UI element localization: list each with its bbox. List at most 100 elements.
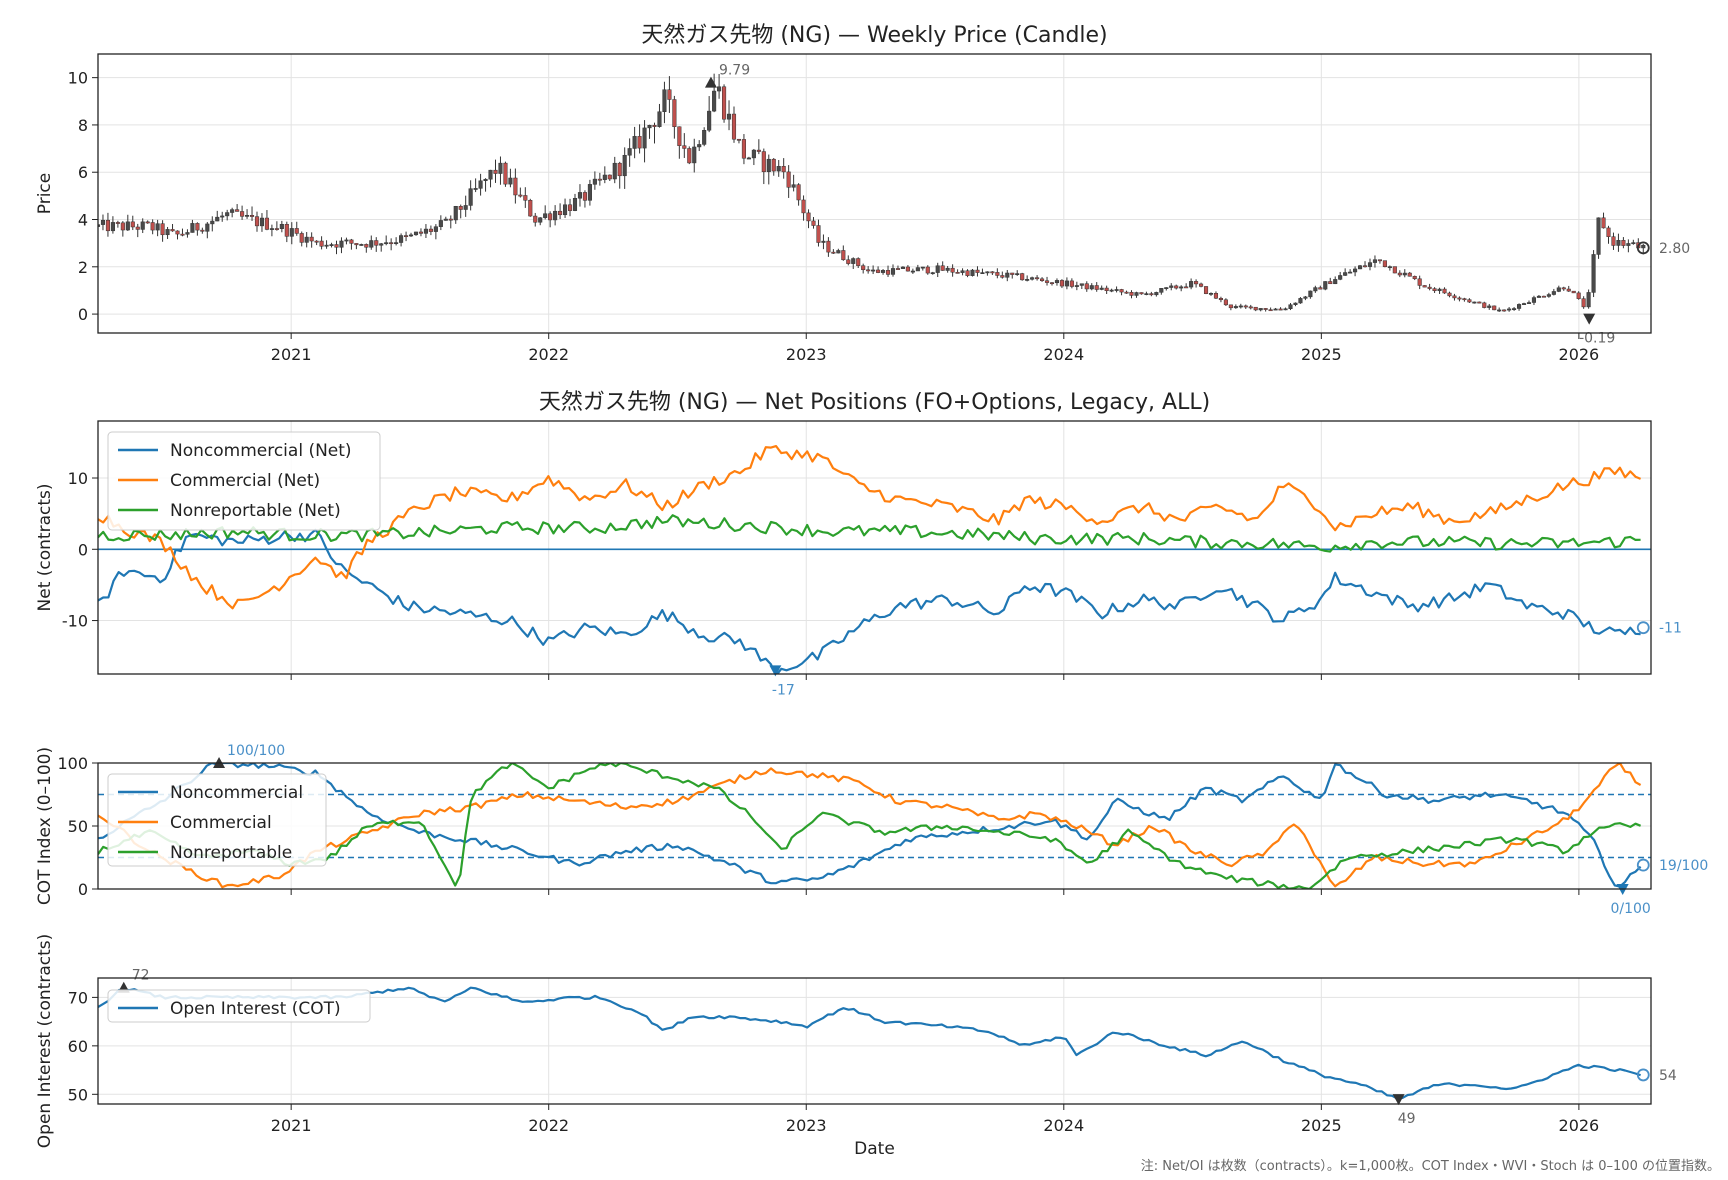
candle-body [538, 217, 543, 223]
candle-body [712, 90, 717, 112]
candle-body [394, 242, 399, 244]
candle-body [1323, 281, 1328, 290]
candle-body [1084, 283, 1089, 290]
candle-body [791, 184, 796, 188]
candle-body [895, 268, 901, 270]
candle-body [781, 166, 786, 173]
candle-body [687, 148, 692, 164]
last-annotation: 19/100 [1659, 858, 1708, 874]
candle-body [692, 146, 697, 164]
candle-body [677, 126, 682, 146]
y-tick-label: 4 [78, 211, 88, 230]
candle-body [1507, 308, 1512, 311]
x-axis-label: Date [854, 1139, 895, 1159]
legend: Noncommercial (Net) Commercial (Net) Nonre… [107, 431, 381, 531]
candle-body [746, 157, 751, 160]
candle-body [1353, 268, 1358, 273]
legend-label: Nonreportable (Net) [170, 501, 341, 521]
candle-body [1208, 293, 1214, 295]
candle-body [438, 220, 443, 227]
candle-body [503, 162, 508, 185]
candle-body [180, 233, 185, 236]
candle-body [1174, 285, 1179, 289]
candle-body [125, 221, 130, 231]
candle-body [1119, 289, 1124, 293]
candle-body [627, 148, 632, 156]
series-line-commercial [98, 763, 1642, 889]
candle-body [577, 192, 583, 199]
candle-body [1497, 309, 1502, 312]
y-tick-label: 50 [68, 817, 88, 836]
y-tick-label: 6 [78, 163, 88, 182]
candle-body [707, 110, 712, 131]
series-line-nonreportable-net- [98, 514, 1641, 553]
candle-body [876, 269, 881, 273]
candle-body [1611, 236, 1616, 246]
candle-body [1631, 242, 1636, 245]
candle-body [399, 235, 404, 243]
candle-body [920, 266, 925, 269]
candle-body [259, 217, 265, 227]
candle-body [806, 212, 811, 222]
candle-body [756, 149, 761, 152]
panel-price: 0 2 4 6 8 10 2021 2022 2023 2024 2025 2026 天然ガス先物 (N… [35, 23, 1690, 364]
candle-body [841, 250, 846, 261]
candle-body [1606, 227, 1611, 237]
candle-body [1184, 286, 1189, 289]
candle-body [925, 266, 930, 274]
series-line-commercial-net- [98, 445, 1642, 610]
candle-body [866, 269, 871, 272]
candle-body [165, 229, 170, 236]
candle-body [304, 236, 309, 243]
candle-body [1377, 259, 1382, 262]
plot-frame [97, 977, 1652, 1105]
candle-body [940, 265, 945, 271]
candle-body [1601, 217, 1606, 229]
candle-body [389, 242, 394, 245]
candle-body [1521, 303, 1527, 305]
candle-body [1422, 285, 1427, 288]
candle-body [702, 130, 707, 145]
candle-body [607, 174, 612, 180]
candle-body [990, 271, 995, 274]
candle-body [985, 271, 990, 274]
candle-body [349, 239, 354, 244]
candle-body [672, 99, 677, 127]
candle-body [190, 223, 195, 233]
footnote: 注: Net/OI は枚数（contracts）。k=1,000枚。COT In… [1141, 1159, 1720, 1174]
candle-body [289, 228, 294, 237]
last-marker [1636, 858, 1650, 872]
candle-body [761, 151, 766, 173]
x-tick-label: 2022 [528, 1116, 569, 1135]
candle-body [1333, 279, 1338, 285]
candle-body [249, 215, 255, 217]
candle-body [722, 86, 727, 120]
y-tick-label: 10 [68, 69, 88, 88]
candle-body [1129, 292, 1134, 296]
candle-body [1512, 308, 1517, 310]
candle-body [1576, 292, 1581, 299]
candle-body [1164, 287, 1169, 289]
candle-body [1502, 309, 1507, 312]
candle-body [1472, 301, 1477, 304]
plot-area [98, 445, 1651, 674]
candle-body [801, 199, 806, 214]
candle-body [324, 244, 329, 247]
candle-body [1030, 277, 1035, 280]
candle-body [1407, 272, 1412, 277]
candle-body [1040, 278, 1045, 281]
candle-body [553, 210, 558, 221]
candle-body [1035, 277, 1040, 280]
candle-body [1303, 296, 1308, 299]
candle-body [1000, 275, 1005, 278]
candle-body [612, 162, 617, 180]
plot-frame [97, 420, 1652, 675]
candle-body [329, 244, 334, 246]
candle-body [1054, 280, 1060, 284]
candle-body [463, 205, 468, 210]
min-marker [1392, 1094, 1405, 1106]
candle-body [309, 236, 314, 242]
candle-body [890, 268, 896, 275]
candle-body [1382, 260, 1387, 268]
max-annotation: 9.79 [719, 63, 750, 79]
